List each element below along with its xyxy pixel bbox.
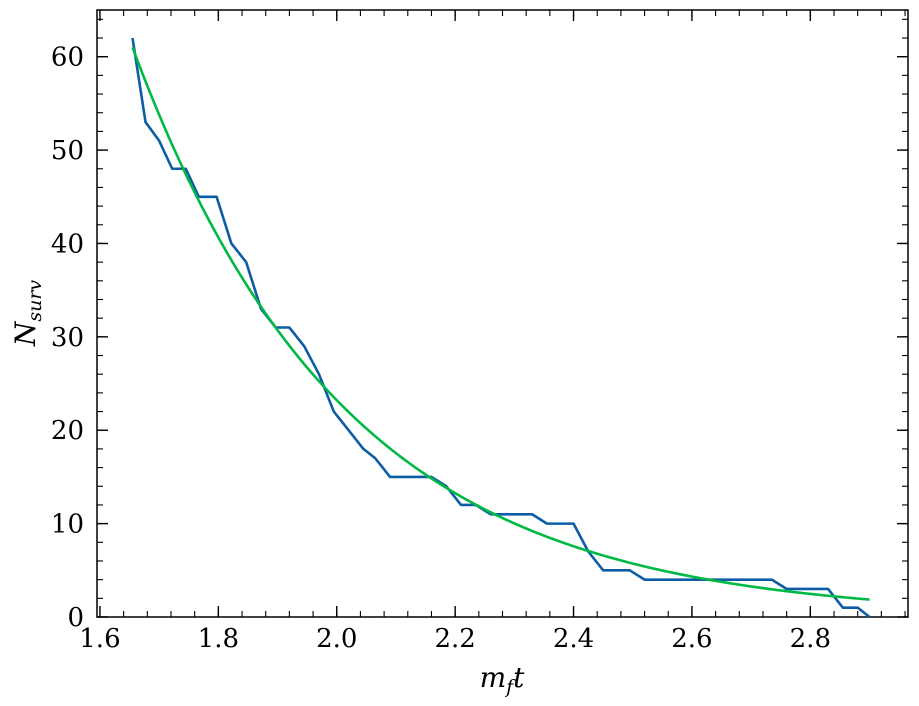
x-tick-labels: 1.6 1.8 2.0 2.2 2.4 2.6 2.8 (79, 624, 831, 654)
y-tick-label: 40 (51, 229, 84, 259)
x-tick-label: 1.6 (79, 624, 120, 654)
fit-curve (131, 46, 870, 601)
y-tick-label: 0 (67, 603, 84, 633)
x-tick-label: 2.6 (671, 624, 712, 654)
y-tick-labels: 0 10 20 30 40 50 60 (51, 43, 84, 633)
survivors-line (131, 37, 871, 619)
y-tick-label: 20 (51, 416, 84, 446)
y-tick-label: 60 (51, 43, 84, 73)
x-tick-label: 2.8 (790, 624, 831, 654)
series-layer (131, 37, 871, 619)
y-axis-label: Nsurv (9, 280, 46, 348)
y-tick-label: 30 (51, 323, 84, 353)
x-tick-label: 2.4 (553, 624, 594, 654)
x-tick-label: 2.2 (434, 624, 475, 654)
y-tick-label: 50 (51, 136, 84, 166)
x-tick-label: 2.0 (316, 624, 357, 654)
y-tick-label: 10 (51, 510, 84, 540)
x-tick-label: 1.8 (198, 624, 239, 654)
plot-frame (96, 9, 909, 618)
x-axis-label: mft (480, 661, 526, 698)
axis-ticks (97, 10, 908, 618)
